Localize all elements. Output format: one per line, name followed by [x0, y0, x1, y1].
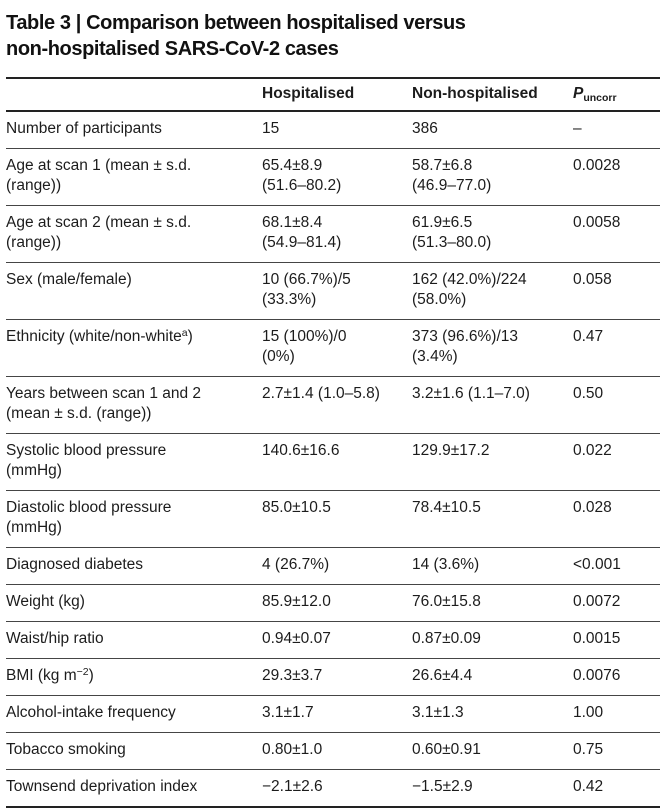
footnote-marker-a: a	[181, 327, 188, 339]
p-symbol: P	[573, 85, 584, 102]
column-header-non-hospitalised: Non-hospitalised	[412, 85, 538, 102]
label-text: Ethnicity (white/non-white	[6, 328, 182, 345]
cell-p-uncorr: 0.47	[573, 319, 660, 377]
cell-non-hospitalised: 162 (42.0%)/224 (58.0%)	[412, 262, 573, 320]
table-row: Age at scan 2 (mean ± s.d. (range)) 68.1…	[6, 205, 660, 263]
cell-p-uncorr: 0.0028	[573, 148, 660, 206]
cell-p-uncorr: 1.00	[573, 695, 660, 733]
cell-label: Weight (kg)	[6, 584, 262, 622]
header-empty	[6, 78, 262, 111]
cell-non-hospitalised: 386	[412, 110, 573, 149]
label-text-after: )	[187, 328, 193, 345]
table-title: Table 3 | Comparison between hospitalise…	[6, 12, 466, 60]
cell-label: Age at scan 1 (mean ± s.d. (range))	[6, 148, 262, 206]
cell-p-uncorr: 0.028	[573, 490, 660, 548]
cell-hospitalised: 10 (66.7%)/5 (33.3%)	[262, 262, 412, 320]
cell-p-uncorr: <0.001	[573, 547, 660, 585]
cell-non-hospitalised: 3.1±1.3	[412, 695, 573, 733]
cell-p-uncorr: 0.50	[573, 376, 660, 434]
table-row: Diagnosed diabetes 4 (26.7%) 14 (3.6%) <…	[6, 547, 660, 585]
table-row: Tobacco smoking 0.80±1.0 0.60±0.91 0.75	[6, 732, 660, 770]
cell-p-uncorr: 0.0072	[573, 584, 660, 622]
cell-hospitalised: −2.1±2.6	[262, 769, 412, 807]
cell-non-hospitalised: 3.2±1.6 (1.1–7.0)	[412, 376, 573, 434]
cell-hospitalised: 3.1±1.7	[262, 695, 412, 733]
cell-hospitalised: 0.80±1.0	[262, 732, 412, 770]
cell-label: Years between scan 1 and 2 (mean ± s.d. …	[6, 376, 262, 434]
cell-non-hospitalised: 78.4±10.5	[412, 490, 573, 548]
superscript-exponent: −2	[76, 666, 89, 678]
table-row: Years between scan 1 and 2 (mean ± s.d. …	[6, 376, 660, 434]
table-row: Waist/hip ratio 0.94±0.07 0.87±0.09 0.00…	[6, 621, 660, 659]
cell-hospitalised: 68.1±8.4 (54.9–81.4)	[262, 205, 412, 263]
cell-label: Diastolic blood pressure (mmHg)	[6, 490, 262, 548]
cell-non-hospitalised: 58.7±6.8 (46.9–77.0)	[412, 148, 573, 206]
column-header-hospitalised: Hospitalised	[262, 85, 355, 102]
table-row: Number of participants 15 386 –	[6, 110, 660, 149]
cell-p-uncorr: 0.022	[573, 433, 660, 491]
cell-label: Alcohol-intake frequency	[6, 695, 262, 733]
cell-non-hospitalised: 0.60±0.91	[412, 732, 573, 770]
cell-non-hospitalised: 373 (96.6%)/13 (3.4%)	[412, 319, 573, 377]
table-row: Alcohol-intake frequency 3.1±1.7 3.1±1.3…	[6, 695, 660, 733]
cell-label: Ethnicity (white/non-whitea)	[6, 319, 262, 377]
cell-non-hospitalised: 61.9±6.5 (51.3–80.0)	[412, 205, 573, 263]
column-header-p-uncorr: Puncorr	[573, 78, 660, 111]
cell-hospitalised: 0.94±0.07	[262, 621, 412, 659]
cell-non-hospitalised: 0.87±0.09	[412, 621, 573, 659]
cell-non-hospitalised: 76.0±15.8	[412, 584, 573, 622]
cell-label: Waist/hip ratio	[6, 621, 262, 659]
cell-non-hospitalised: 26.6±4.4	[412, 658, 573, 696]
cell-hospitalised: 65.4±8.9 (51.6–80.2)	[262, 148, 412, 206]
cell-hospitalised: 85.9±12.0	[262, 584, 412, 622]
p-subscript: uncorr	[583, 92, 617, 104]
cell-non-hospitalised: 14 (3.6%)	[412, 547, 573, 585]
cell-hospitalised: 15 (100%)/0 (0%)	[262, 319, 412, 377]
cell-p-uncorr: 0.42	[573, 769, 660, 807]
cell-label: Number of participants	[6, 110, 262, 149]
cell-non-hospitalised: −1.5±2.9	[412, 769, 573, 807]
cell-label: Age at scan 2 (mean ± s.d. (range))	[6, 205, 262, 263]
header-row: Hospitalised Non-hospitalised Puncorr	[6, 78, 660, 111]
table-row: BMI (kg m−2) 29.3±3.7 26.6±4.4 0.0076	[6, 658, 660, 696]
table-row: Sex (male/female) 10 (66.7%)/5 (33.3%) 1…	[6, 262, 660, 320]
cell-p-uncorr: 0.058	[573, 262, 660, 320]
table-row: Age at scan 1 (mean ± s.d. (range)) 65.4…	[6, 148, 660, 206]
cell-hospitalised: 140.6±16.6	[262, 433, 412, 491]
table-row: Ethnicity (white/non-whitea) 15 (100%)/0…	[6, 319, 660, 377]
label-text: BMI (kg m	[6, 667, 77, 684]
table-body: Number of participants 15 386 – Age at s…	[6, 110, 660, 807]
cell-label: Tobacco smoking	[6, 732, 262, 770]
cell-label: Townsend deprivation index	[6, 769, 262, 807]
comparison-table: Hospitalised Non-hospitalised Puncorr Nu…	[6, 77, 660, 808]
cell-hospitalised: 4 (26.7%)	[262, 547, 412, 585]
cell-label: BMI (kg m−2)	[6, 658, 262, 696]
table-header: Hospitalised Non-hospitalised Puncorr	[6, 78, 660, 111]
cell-label: Diagnosed diabetes	[6, 547, 262, 585]
cell-p-uncorr: 0.75	[573, 732, 660, 770]
table-row: Weight (kg) 85.9±12.0 76.0±15.8 0.0072	[6, 584, 660, 622]
table-row: Diastolic blood pressure (mmHg) 85.0±10.…	[6, 490, 660, 548]
cell-label: Sex (male/female)	[6, 262, 262, 320]
table-row: Systolic blood pressure (mmHg) 140.6±16.…	[6, 433, 660, 491]
cell-label: Systolic blood pressure (mmHg)	[6, 433, 262, 491]
page: Table 3 | Comparison between hospitalise…	[6, 12, 660, 808]
cell-hospitalised: 15	[262, 110, 412, 149]
cell-p-uncorr: 0.0076	[573, 658, 660, 696]
cell-hospitalised: 29.3±3.7	[262, 658, 412, 696]
table-row: Townsend deprivation index −2.1±2.6 −1.5…	[6, 769, 660, 807]
label-text-after: )	[88, 667, 94, 684]
cell-p-uncorr: 0.0015	[573, 621, 660, 659]
cell-non-hospitalised: 129.9±17.2	[412, 433, 573, 491]
cell-hospitalised: 85.0±10.5	[262, 490, 412, 548]
cell-hospitalised: 2.7±1.4 (1.0–5.8)	[262, 376, 412, 434]
cell-p-uncorr: –	[573, 110, 660, 149]
cell-p-uncorr: 0.0058	[573, 205, 660, 263]
